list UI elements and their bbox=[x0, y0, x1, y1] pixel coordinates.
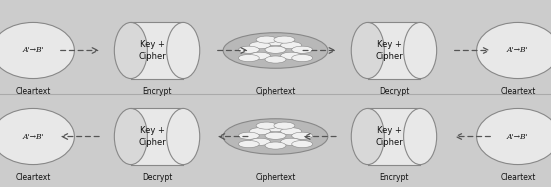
Ellipse shape bbox=[239, 46, 260, 53]
Text: A'→B': A'→B' bbox=[507, 133, 529, 140]
Ellipse shape bbox=[250, 52, 271, 59]
Ellipse shape bbox=[265, 142, 286, 149]
Ellipse shape bbox=[239, 54, 260, 62]
Ellipse shape bbox=[114, 108, 147, 165]
Text: Encrypt: Encrypt bbox=[142, 87, 172, 96]
Ellipse shape bbox=[250, 42, 271, 49]
Ellipse shape bbox=[256, 36, 277, 43]
Ellipse shape bbox=[256, 122, 277, 129]
Ellipse shape bbox=[166, 22, 199, 79]
Text: Ciphertext: Ciphertext bbox=[255, 87, 296, 96]
Ellipse shape bbox=[250, 128, 271, 135]
Ellipse shape bbox=[265, 125, 286, 132]
Ellipse shape bbox=[265, 46, 286, 53]
Text: Cleartext: Cleartext bbox=[15, 87, 51, 96]
Bar bbox=[368, 22, 420, 79]
Ellipse shape bbox=[291, 132, 312, 139]
Ellipse shape bbox=[114, 22, 147, 79]
Ellipse shape bbox=[403, 108, 436, 165]
Ellipse shape bbox=[280, 128, 301, 135]
Ellipse shape bbox=[477, 108, 551, 165]
Ellipse shape bbox=[477, 22, 551, 79]
Text: Cleartext: Cleartext bbox=[500, 87, 536, 96]
Text: A'→B': A'→B' bbox=[22, 133, 44, 140]
Text: A'→B': A'→B' bbox=[507, 47, 529, 54]
Text: Key +
Cipher: Key + Cipher bbox=[138, 126, 166, 147]
Text: Key +
Cipher: Key + Cipher bbox=[375, 126, 403, 147]
Ellipse shape bbox=[291, 140, 312, 148]
Text: Cleartext: Cleartext bbox=[15, 173, 51, 182]
Bar bbox=[131, 22, 183, 79]
Ellipse shape bbox=[280, 138, 301, 145]
Ellipse shape bbox=[0, 22, 74, 79]
Ellipse shape bbox=[291, 54, 312, 62]
Text: Cleartext: Cleartext bbox=[500, 173, 536, 182]
Ellipse shape bbox=[239, 140, 260, 148]
Ellipse shape bbox=[274, 122, 295, 129]
Text: Key +
Cipher: Key + Cipher bbox=[138, 40, 166, 61]
Bar bbox=[131, 108, 183, 165]
Circle shape bbox=[223, 33, 328, 68]
Ellipse shape bbox=[166, 108, 199, 165]
Ellipse shape bbox=[403, 22, 436, 79]
Text: Ciphertext: Ciphertext bbox=[255, 173, 296, 182]
Ellipse shape bbox=[274, 36, 295, 43]
Ellipse shape bbox=[239, 132, 260, 139]
Ellipse shape bbox=[280, 52, 301, 59]
Text: Key +
Cipher: Key + Cipher bbox=[375, 40, 403, 61]
Ellipse shape bbox=[0, 108, 74, 165]
Ellipse shape bbox=[280, 42, 301, 49]
Ellipse shape bbox=[352, 22, 385, 79]
Text: A'→B': A'→B' bbox=[22, 47, 44, 54]
Ellipse shape bbox=[265, 132, 286, 139]
Ellipse shape bbox=[291, 46, 312, 53]
Circle shape bbox=[223, 119, 328, 154]
Ellipse shape bbox=[352, 108, 385, 165]
Ellipse shape bbox=[265, 56, 286, 63]
Text: Decrypt: Decrypt bbox=[379, 87, 409, 96]
Ellipse shape bbox=[265, 39, 286, 46]
Bar bbox=[368, 108, 420, 165]
Text: Encrypt: Encrypt bbox=[379, 173, 409, 182]
Ellipse shape bbox=[250, 138, 271, 145]
Text: Decrypt: Decrypt bbox=[142, 173, 172, 182]
